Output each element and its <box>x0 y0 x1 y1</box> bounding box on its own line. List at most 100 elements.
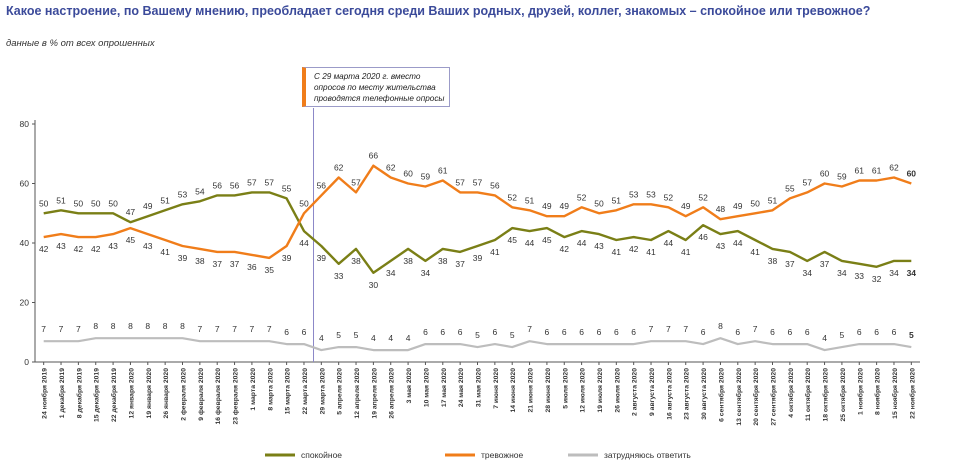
data-label-calm: 47 <box>126 207 136 217</box>
x-tick-label: 8 ноября 2020 <box>874 368 882 415</box>
data-label-undecided: 4 <box>371 333 376 343</box>
data-label-calm: 34 <box>837 268 847 278</box>
y-tick-label: 0 <box>24 357 29 367</box>
data-label-anxious: 57 <box>802 177 812 187</box>
data-label-undecided: 7 <box>59 324 64 334</box>
series-line-1 <box>43 164 912 260</box>
data-label-anxious: 66 <box>369 151 379 161</box>
x-tick-label: 9 августа 2020 <box>649 368 656 416</box>
data-label-undecided: 7 <box>232 324 237 334</box>
data-label-undecided: 7 <box>753 324 758 334</box>
data-label-calm: 49 <box>143 201 153 211</box>
data-label-undecided: 4 <box>319 333 324 343</box>
data-label-anxious: 42 <box>74 244 84 254</box>
x-tick-label: 25 октября 2020 <box>839 368 847 422</box>
data-label-undecided: 6 <box>545 327 550 337</box>
x-tick-label: 26 января 2020 <box>163 368 170 419</box>
data-label-undecided: 6 <box>423 327 428 337</box>
data-label-undecided: 8 <box>163 321 168 331</box>
data-label-calm: 57 <box>247 177 257 187</box>
data-label-calm: 32 <box>872 274 882 284</box>
data-label-anxious: 52 <box>698 192 708 202</box>
x-tick-label: 20 сентября 2020 <box>752 368 760 426</box>
data-label-calm: 41 <box>612 247 622 257</box>
data-label-undecided: 5 <box>840 330 845 340</box>
data-label-undecided: 6 <box>302 327 307 337</box>
data-label-anxious: 60 <box>907 169 917 179</box>
data-label-anxious: 56 <box>317 180 327 190</box>
data-label-anxious: 55 <box>785 183 795 193</box>
x-tick-label: 2 февраля 2020 <box>181 368 188 421</box>
legend-label-0: спокойное <box>301 450 342 460</box>
x-tick-label: 18 октября 2020 <box>822 368 830 422</box>
y-tick-label: 20 <box>20 298 30 308</box>
x-tick-label: 15 марта 2020 <box>285 368 292 415</box>
x-tick-label: 14 июня 2020 <box>510 368 517 413</box>
data-label-calm: 41 <box>490 247 500 257</box>
y-tick-label: 80 <box>20 119 30 129</box>
data-label-anxious: 43 <box>56 241 66 251</box>
phone-survey-annotation: С 29 марта 2020 г. вместо опросов по мес… <box>302 67 450 107</box>
data-label-anxious: 51 <box>768 195 778 205</box>
chart-subtitle: данные в % от всех опрошенных <box>6 38 155 49</box>
data-label-calm: 33 <box>855 271 865 281</box>
data-label-undecided: 5 <box>475 330 480 340</box>
data-label-anxious: 51 <box>525 195 535 205</box>
data-label-undecided: 6 <box>701 327 706 337</box>
x-tick-label: 3 мая 2020 <box>406 368 413 404</box>
data-label-anxious: 49 <box>560 201 570 211</box>
x-tick-label: 2 августа 2020 <box>632 368 639 416</box>
data-label-anxious: 57 <box>351 177 361 187</box>
data-label-calm: 34 <box>907 268 917 278</box>
data-label-calm: 43 <box>594 241 604 251</box>
data-label-anxious: 35 <box>265 265 275 275</box>
x-tick-label: 23 августа 2020 <box>684 368 691 420</box>
data-label-undecided: 5 <box>510 330 515 340</box>
data-label-undecided: 8 <box>145 321 150 331</box>
data-label-anxious: 49 <box>542 201 552 211</box>
x-tick-label: 15 декабря 2019 <box>93 368 101 422</box>
x-tick-label: 21 июня 2020 <box>528 368 535 413</box>
data-label-undecided: 6 <box>440 327 445 337</box>
x-tick-label: 19 января 2020 <box>146 368 153 419</box>
data-label-undecided: 6 <box>735 327 740 337</box>
data-label-anxious: 50 <box>299 198 309 208</box>
data-label-calm: 38 <box>768 256 778 266</box>
data-label-calm: 56 <box>230 180 240 190</box>
legend-label-2: затрудняюсь ответить <box>604 450 691 460</box>
data-label-calm: 50 <box>108 198 118 208</box>
data-label-anxious: 60 <box>820 169 830 179</box>
data-label-undecided: 6 <box>874 327 879 337</box>
data-label-anxious: 52 <box>507 192 517 202</box>
x-tick-label: 12 января 2020 <box>128 368 135 419</box>
data-label-calm: 51 <box>56 195 66 205</box>
x-tick-label: 5 апреля 2020 <box>337 368 344 415</box>
x-tick-label: 31 мая 2020 <box>476 368 483 407</box>
x-tick-label: 1 марта 2020 <box>250 368 257 411</box>
data-label-calm: 34 <box>386 268 396 278</box>
data-label-anxious: 61 <box>872 166 882 176</box>
x-tick-label: 28 июня 2020 <box>545 368 552 413</box>
x-tick-label: 23 февраля 2020 <box>233 368 240 425</box>
data-label-undecided: 6 <box>579 327 584 337</box>
x-tick-label: 13 сентября 2020 <box>735 368 743 426</box>
data-label-undecided: 6 <box>597 327 602 337</box>
x-tick-label: 22 марта 2020 <box>302 368 309 415</box>
data-label-undecided: 7 <box>267 324 272 334</box>
data-label-anxious: 45 <box>126 235 136 245</box>
data-label-undecided: 7 <box>215 324 220 334</box>
data-label-calm: 44 <box>577 238 587 248</box>
x-tick-label: 1 ноября 2020 <box>856 368 864 415</box>
data-label-undecided: 8 <box>111 321 116 331</box>
x-tick-label: 16 февраля 2020 <box>215 368 222 425</box>
data-label-undecided: 6 <box>562 327 567 337</box>
data-label-undecided: 5 <box>354 330 359 340</box>
data-label-calm: 44 <box>733 238 743 248</box>
data-label-anxious: 61 <box>438 166 448 176</box>
data-label-calm: 33 <box>334 271 344 281</box>
data-label-calm: 41 <box>681 247 691 257</box>
x-tick-label: 16 августа 2020 <box>666 368 673 420</box>
data-label-undecided: 5 <box>336 330 341 340</box>
data-label-anxious: 38 <box>195 256 205 266</box>
data-label-anxious: 60 <box>403 169 413 179</box>
